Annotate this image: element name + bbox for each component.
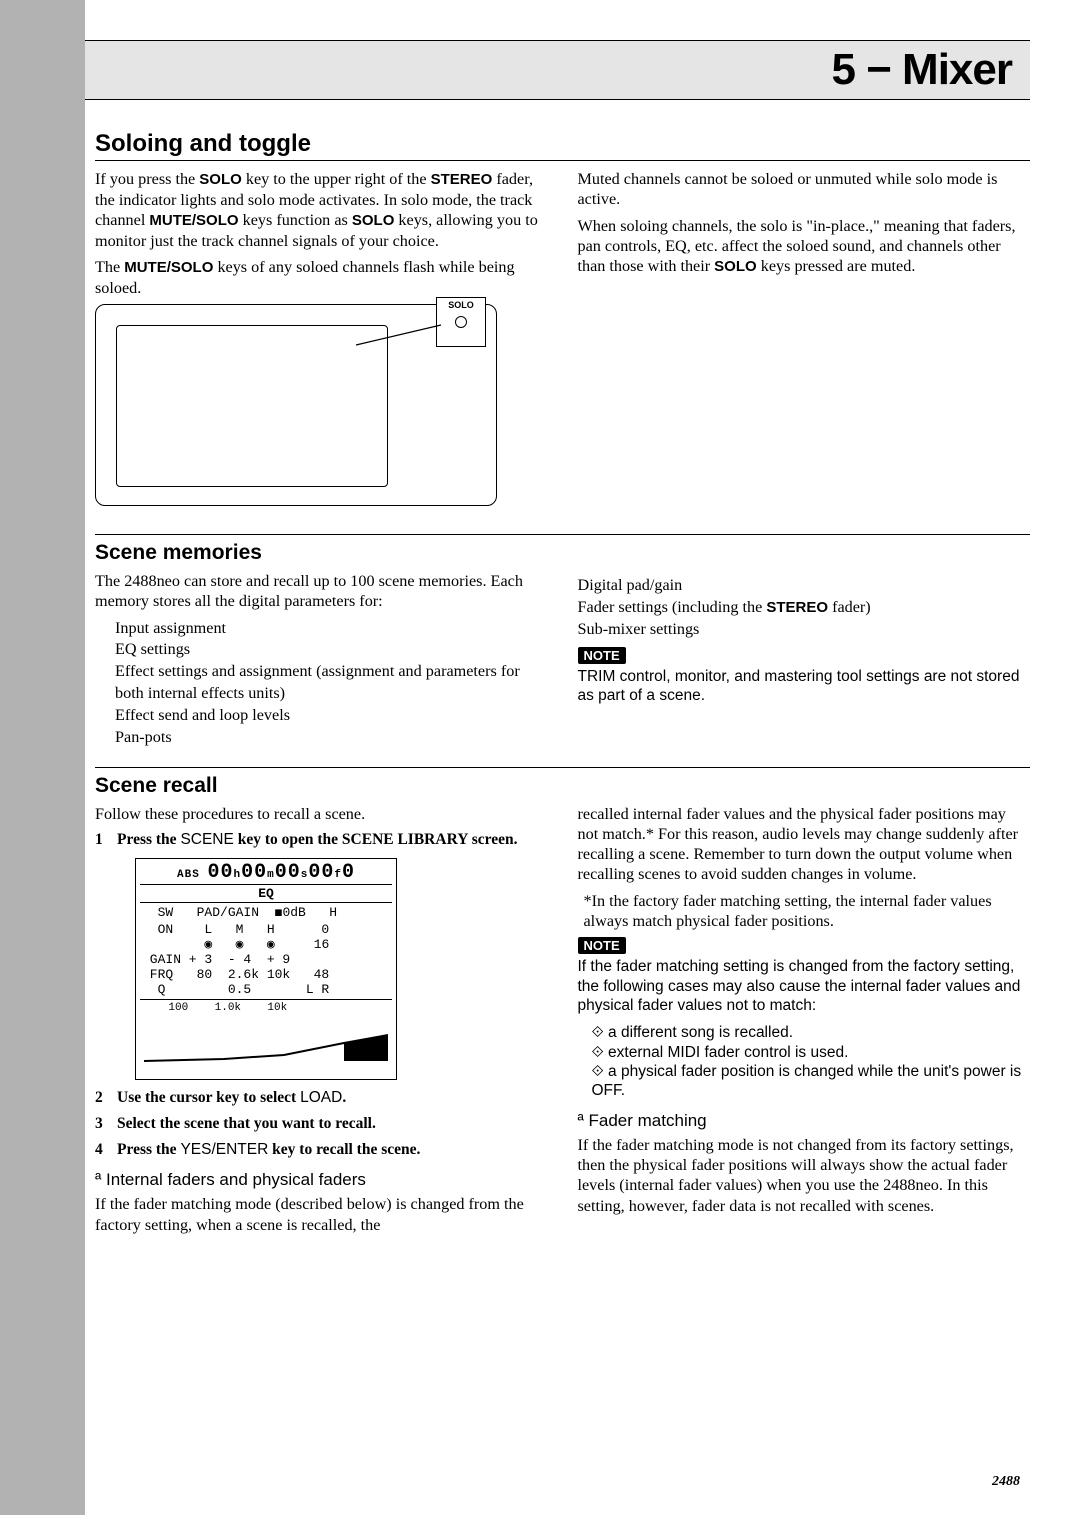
step-3: 3Select the scene that you want to recal… [95, 1114, 548, 1134]
soloing-p1: If you press the SOLO key to the upper r… [95, 169, 548, 251]
device-illustration: SOLO [95, 304, 497, 506]
lcd-screenshot: ABS 00h00m00s00f0 EQ SW PAD/GAIN ◼0dB H … [135, 858, 397, 1080]
footer-model: 2488 [992, 1474, 1020, 1490]
chapter-title: 5 − Mixer [831, 45, 1012, 95]
step-2: 2Use the cursor key to select LOAD. [95, 1088, 548, 1108]
sidebar-bar [0, 0, 85, 1515]
recall-p1: Follow these procedures to recall a scen… [95, 804, 548, 824]
note-badge-2: NOTE [578, 937, 626, 954]
fader-matching-p1: If the fader matching mode is not change… [578, 1135, 1031, 1216]
heading-scene-recall: Scene recall [95, 767, 1030, 798]
scenemem-list: Input assignment EQ settings Effect sett… [115, 618, 548, 749]
recall-note-list: ⟐ a different song is recalled. ⟐ extern… [592, 1023, 1031, 1101]
scenemem-p1: The 2488neo can store and recall up to 1… [95, 571, 548, 612]
recall-col2-p1: recalled internal fader values and the p… [578, 804, 1031, 885]
page-content: Soloing and toggle If you press the SOLO… [95, 130, 1030, 1455]
scenemem-note: TRIM control, monitor, and mastering too… [578, 667, 1031, 706]
chapter-header: 5 − Mixer [85, 40, 1030, 100]
recall-col2-p2: *In the factory fader matching setting, … [584, 891, 1031, 932]
subheading-internal-faders: ª Internal faders and physical faders [95, 1170, 548, 1190]
soloing-col2-p2: When soloing channels, the solo is "in-p… [578, 216, 1031, 277]
scenemem-list2: Digital pad/gain Fader settings (includi… [578, 575, 1031, 641]
internal-faders-p1: If the fader matching mode (described be… [95, 1194, 548, 1235]
note-badge: NOTE [578, 647, 626, 664]
subheading-fader-matching: ª Fader matching [578, 1111, 1031, 1131]
heading-scene-memories: Scene memories [95, 534, 1030, 565]
step-4: 4Press the YES/ENTER key to recall the s… [95, 1140, 548, 1160]
heading-soloing: Soloing and toggle [95, 130, 1030, 161]
recall-note: If the fader matching setting is changed… [578, 957, 1031, 1015]
step-1: 1Press the SCENE key to open the SCENE L… [95, 830, 548, 850]
soloing-p2: The MUTE/SOLO keys of any soloed channel… [95, 257, 548, 298]
soloing-col2-p1: Muted channels cannot be soloed or unmut… [578, 169, 1031, 210]
